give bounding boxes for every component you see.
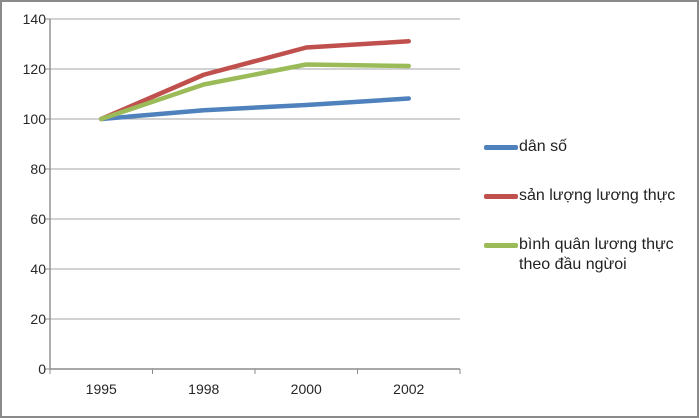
- legend-entry-dan-so: dân số: [484, 137, 697, 157]
- legend-swatch-binh-quan-luong-thuc: [484, 243, 518, 248]
- y-tick-label-40: 40: [30, 261, 46, 277]
- y-tick-label-60: 60: [30, 211, 46, 227]
- series-line-1: [99, 39, 411, 122]
- legend-label-san-luong-luong-thuc: sản lượng lương thực: [519, 187, 676, 204]
- y-tick-label-140: 140: [22, 11, 46, 27]
- series-line-2: [99, 62, 411, 122]
- x-tick-label-2002: 2002: [393, 381, 425, 397]
- x-tick-label-1995: 1995: [85, 381, 117, 397]
- x-tick-label-1998: 1998: [188, 381, 220, 397]
- y-tick-label-20: 20: [30, 311, 46, 327]
- y-tick-label-100: 100: [22, 111, 46, 127]
- y-tick-label-0: 0: [38, 361, 46, 377]
- y-tick-label-120: 120: [22, 61, 46, 77]
- series-line-0: [99, 96, 411, 122]
- legend-label-binh-quan-luong-thuc: bình quân lương thực theo đầu ngừoi: [519, 236, 674, 273]
- legend-entry-binh-quan-luong-thuc: bình quân lương thực theo đầu ngừoi: [484, 235, 697, 275]
- chart-legend: dân số sản lượng lương thực bình quân lư…: [484, 137, 697, 275]
- legend-label-dan-so: dân số: [519, 138, 568, 155]
- x-tick-label-2000: 2000: [290, 381, 322, 397]
- y-tick-label-80: 80: [30, 161, 46, 177]
- legend-entry-san-luong-luong-thuc: sản lượng lương thực: [484, 186, 697, 206]
- legend-swatch-san-luong-luong-thuc: [484, 194, 518, 199]
- legend-swatch-dan-so: [484, 145, 518, 150]
